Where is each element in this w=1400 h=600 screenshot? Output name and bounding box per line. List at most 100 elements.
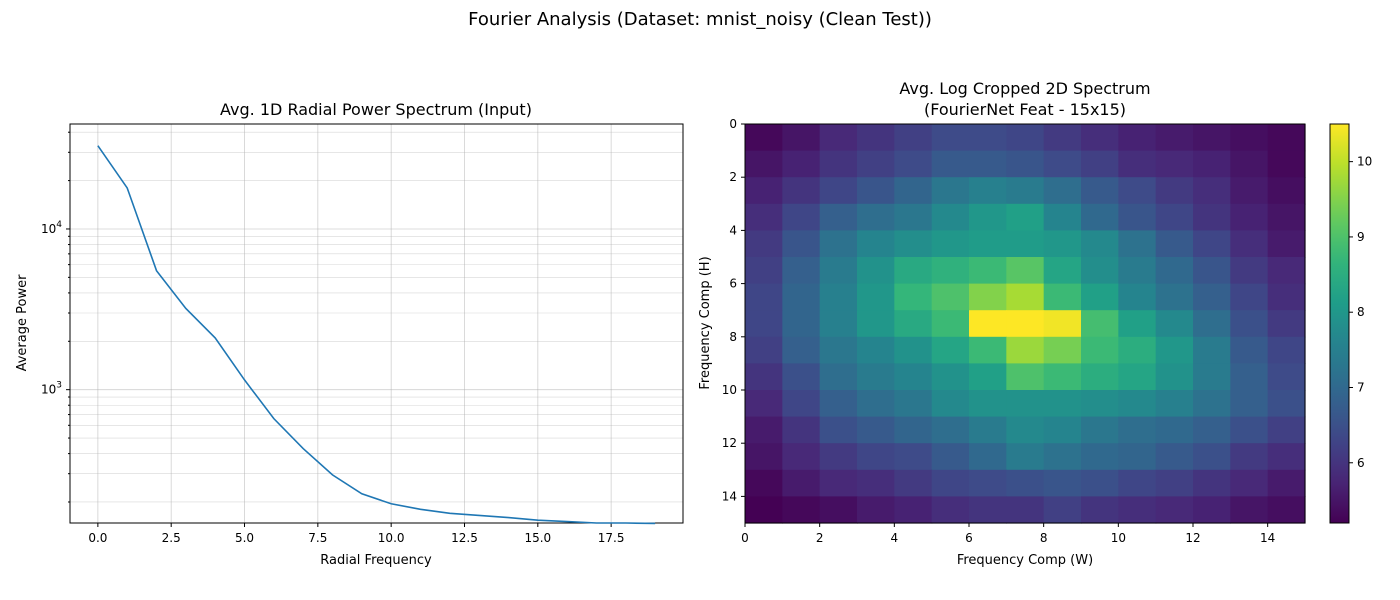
heatmap-cell xyxy=(1043,390,1082,418)
colorbar-tick-label: 7 xyxy=(1357,380,1365,394)
heatmap-cell xyxy=(1006,203,1045,231)
heatmap-cell xyxy=(1043,443,1082,471)
colorbar-ticks: 6 7 8 9 10 xyxy=(1349,155,1372,470)
heatmap-cell xyxy=(1081,257,1119,285)
heatmap-cell xyxy=(857,177,895,205)
heatmap-cell xyxy=(782,257,821,285)
heatmap-cell xyxy=(782,150,821,178)
heatmap-cell xyxy=(1043,469,1082,497)
heatmap-cell xyxy=(1267,496,1306,524)
x-tick-label: 7.5 xyxy=(308,531,327,545)
heatmap-cell xyxy=(1193,124,1231,152)
heatmap-cell xyxy=(1230,203,1269,231)
heatmap-cell xyxy=(931,310,970,338)
heatmap-cell xyxy=(1230,257,1269,285)
heatmap-cell xyxy=(931,443,970,471)
heatmap-cell xyxy=(1193,469,1231,497)
heatmap-cell xyxy=(782,363,821,391)
heatmap-cell xyxy=(1193,363,1231,391)
heatmap-cell xyxy=(894,390,933,418)
heatmap-cell xyxy=(894,150,933,178)
x-tick-label: 14 xyxy=(1260,531,1275,545)
heatmap-cell xyxy=(1230,177,1269,205)
heatmap-cell xyxy=(745,443,783,471)
heatmap-cell xyxy=(969,443,1007,471)
heatmap-cell xyxy=(1081,124,1119,152)
heatmap-cell xyxy=(1230,283,1269,311)
heatmap-cell xyxy=(894,283,933,311)
heatmap-cell xyxy=(782,390,821,418)
x-tick-label: 0 xyxy=(741,531,749,545)
heatmap-cell xyxy=(1081,203,1119,231)
heatmap-cell xyxy=(857,390,895,418)
heatmap-cell xyxy=(857,310,895,338)
heatmap-cell xyxy=(969,496,1007,524)
heatmap-cell xyxy=(1118,230,1157,258)
heatmap-cell xyxy=(1081,390,1119,418)
heatmap-cell xyxy=(969,336,1007,364)
heatmap-cell xyxy=(1081,230,1119,258)
colorbar-gradient xyxy=(1330,124,1349,523)
heatmap-ylabel: Frequency Comp (H) xyxy=(698,256,713,389)
heatmap-cell xyxy=(819,469,858,497)
heatmap-cell xyxy=(1118,416,1157,444)
heatmap-cell xyxy=(1006,150,1045,178)
line-chart-xlabel: Radial Frequency xyxy=(320,553,432,568)
heatmap-cell xyxy=(1118,283,1157,311)
heatmap-cell xyxy=(857,443,895,471)
heatmap-cell xyxy=(1155,416,1194,444)
heatmap-cell xyxy=(782,203,821,231)
heatmap-cell xyxy=(1267,310,1306,338)
heatmap-cell xyxy=(1043,203,1082,231)
heatmap-cell xyxy=(969,177,1007,205)
heatmap-cell xyxy=(819,283,858,311)
heatmap-cell xyxy=(969,283,1007,311)
colorbar-tick-label: 8 xyxy=(1357,305,1365,319)
heatmap-cell xyxy=(1081,310,1119,338)
heatmap-cell xyxy=(1267,150,1306,178)
heatmap-cell xyxy=(1193,443,1231,471)
heatmap-cell xyxy=(894,496,933,524)
heatmap-cell xyxy=(1118,124,1157,152)
heatmap-cell xyxy=(1155,257,1194,285)
heatmap-cell xyxy=(1155,336,1194,364)
heatmap-cell xyxy=(1043,124,1082,152)
heatmap-cell xyxy=(894,469,933,497)
heatmap-cell xyxy=(1230,310,1269,338)
line-chart: Avg. 1D Radial Power Spectrum (Input) 0.… xyxy=(15,100,684,568)
heatmap-cell xyxy=(1155,443,1194,471)
x-tick-label: 5.0 xyxy=(235,531,254,545)
heatmap-title: Avg. Log Cropped 2D Spectrum (FourierNet … xyxy=(899,79,1150,119)
heatmap-cell xyxy=(969,416,1007,444)
heatmap-cell xyxy=(857,336,895,364)
heatmap-cell xyxy=(1006,363,1045,391)
heatmap-cell xyxy=(1155,230,1194,258)
heatmap-cell xyxy=(782,496,821,524)
heatmap-cell xyxy=(1267,124,1306,152)
heatmap-cell xyxy=(1118,336,1157,364)
heatmap-cell xyxy=(1081,416,1119,444)
heatmap-cell xyxy=(782,283,821,311)
heatmap-cell xyxy=(1155,496,1194,524)
heatmap-cell xyxy=(1230,416,1269,444)
heatmap-cell xyxy=(1043,177,1082,205)
heatmap-cell xyxy=(894,203,933,231)
heatmap-cell xyxy=(1193,496,1231,524)
heatmap-cell xyxy=(745,469,783,497)
heatmap-cell xyxy=(1081,363,1119,391)
heatmap-cell xyxy=(1193,203,1231,231)
line-chart-frame xyxy=(69,123,684,524)
heatmap-cell xyxy=(969,124,1007,152)
heatmap-cell xyxy=(1043,363,1082,391)
heatmap-cell xyxy=(1193,150,1231,178)
heatmap-cell xyxy=(1193,177,1231,205)
heatmap-frame xyxy=(744,123,1306,524)
heatmap-cell xyxy=(819,230,858,258)
line-chart-title: Avg. 1D Radial Power Spectrum (Input) xyxy=(220,100,532,119)
heatmap-cell xyxy=(782,230,821,258)
heatmap-cell xyxy=(745,310,783,338)
heatmap-cell xyxy=(819,363,858,391)
heatmap-cell xyxy=(857,416,895,444)
heatmap-cell xyxy=(1267,203,1306,231)
heatmap-cell xyxy=(1267,177,1306,205)
